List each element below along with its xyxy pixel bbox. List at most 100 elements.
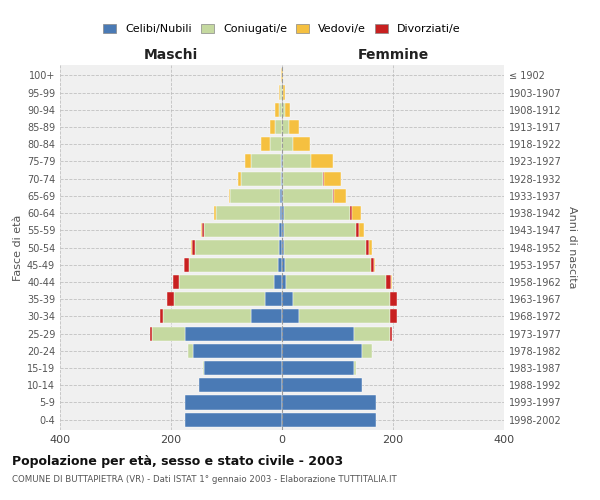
Bar xyxy=(163,310,251,324)
Bar xyxy=(238,172,241,185)
Bar xyxy=(251,154,281,168)
Bar xyxy=(333,189,334,203)
Bar xyxy=(191,240,192,254)
Y-axis label: Anni di nascita: Anni di nascita xyxy=(567,206,577,289)
Bar xyxy=(362,344,373,358)
Text: Maschi: Maschi xyxy=(144,48,198,62)
Bar xyxy=(173,275,179,289)
Bar xyxy=(274,275,282,289)
Bar xyxy=(354,326,390,340)
Bar xyxy=(202,223,204,238)
Bar xyxy=(204,223,279,238)
Bar xyxy=(192,240,196,254)
Bar xyxy=(216,206,280,220)
Bar xyxy=(386,275,391,289)
Bar xyxy=(352,206,361,220)
Bar xyxy=(193,344,282,358)
Bar xyxy=(167,292,174,306)
Bar xyxy=(283,86,286,100)
Bar xyxy=(179,275,274,289)
Bar xyxy=(359,223,364,238)
Bar xyxy=(203,361,204,375)
Bar xyxy=(369,240,372,254)
Bar xyxy=(324,172,341,185)
Bar xyxy=(282,396,376,409)
Bar xyxy=(286,275,386,289)
Bar xyxy=(283,154,311,168)
Bar xyxy=(390,310,397,324)
Bar xyxy=(204,361,282,375)
Bar xyxy=(184,258,189,272)
Bar xyxy=(311,154,332,168)
Legend: Celibi/Nubili, Coniugati/e, Vedovi/e, Divorziati/e: Celibi/Nubili, Coniugati/e, Vedovi/e, Di… xyxy=(99,20,465,39)
Bar xyxy=(282,412,376,426)
Bar xyxy=(323,172,324,185)
Bar xyxy=(282,206,284,220)
Bar xyxy=(279,223,282,238)
Bar xyxy=(282,189,283,203)
Bar xyxy=(214,206,216,220)
Bar xyxy=(261,137,270,152)
Bar xyxy=(160,310,163,324)
Bar xyxy=(282,68,283,82)
Bar xyxy=(282,361,354,375)
Bar xyxy=(293,292,390,306)
Bar xyxy=(150,326,152,340)
Bar xyxy=(391,275,392,289)
Bar xyxy=(282,258,285,272)
Y-axis label: Fasce di età: Fasce di età xyxy=(13,214,23,280)
Bar xyxy=(270,120,275,134)
Bar xyxy=(282,223,284,238)
Bar xyxy=(189,258,278,272)
Bar xyxy=(283,172,323,185)
Bar xyxy=(374,258,375,272)
Bar xyxy=(270,137,282,152)
Bar xyxy=(282,292,293,306)
Bar xyxy=(245,154,251,168)
Bar xyxy=(282,378,362,392)
Bar xyxy=(188,344,193,358)
Text: COMUNE DI BUTTAPIETRA (VR) - Dati ISTAT 1° gennaio 2003 - Elaborazione TUTTITALI: COMUNE DI BUTTAPIETRA (VR) - Dati ISTAT … xyxy=(12,475,397,484)
Bar xyxy=(185,396,282,409)
Bar xyxy=(279,86,280,100)
Bar xyxy=(275,120,282,134)
Bar xyxy=(283,189,333,203)
Bar xyxy=(282,326,354,340)
Bar xyxy=(280,189,282,203)
Bar xyxy=(371,258,374,272)
Bar xyxy=(185,326,282,340)
Bar xyxy=(284,240,367,254)
Bar xyxy=(282,344,362,358)
Bar xyxy=(282,102,285,117)
Bar xyxy=(285,258,371,272)
Bar xyxy=(282,172,283,185)
Bar xyxy=(251,310,282,324)
Bar xyxy=(278,240,282,254)
Bar xyxy=(299,310,390,324)
Bar xyxy=(278,258,282,272)
Bar xyxy=(230,189,280,203)
Bar xyxy=(285,102,290,117)
Bar xyxy=(174,292,265,306)
Bar xyxy=(278,102,282,117)
Bar xyxy=(229,189,230,203)
Bar xyxy=(354,361,356,375)
Bar xyxy=(282,310,299,324)
Bar xyxy=(390,292,397,306)
Bar xyxy=(282,275,286,289)
Bar xyxy=(281,172,282,185)
Bar xyxy=(199,378,282,392)
Bar xyxy=(356,223,359,238)
Bar xyxy=(265,292,282,306)
Bar xyxy=(390,326,392,340)
Bar xyxy=(350,206,352,220)
Bar xyxy=(284,223,356,238)
Bar xyxy=(152,326,185,340)
Bar xyxy=(334,189,346,203)
Bar xyxy=(185,412,282,426)
Bar xyxy=(284,206,350,220)
Bar xyxy=(282,137,293,152)
Bar xyxy=(241,172,281,185)
Bar xyxy=(282,120,289,134)
Text: Popolazione per età, sesso e stato civile - 2003: Popolazione per età, sesso e stato civil… xyxy=(12,455,343,468)
